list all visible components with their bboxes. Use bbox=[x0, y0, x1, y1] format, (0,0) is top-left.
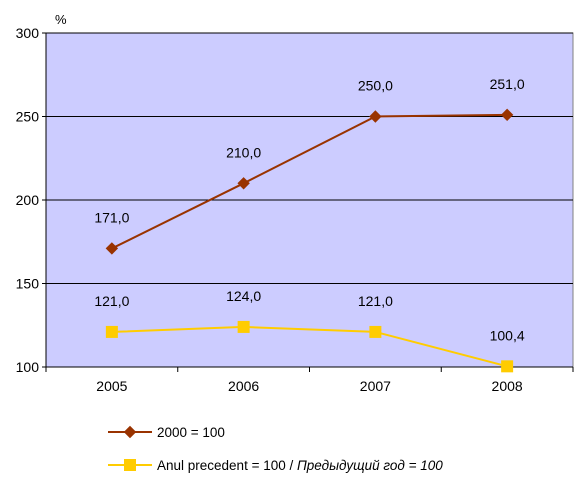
series-line bbox=[111, 325, 508, 368]
data-point bbox=[105, 242, 119, 255]
legend-marker bbox=[124, 459, 136, 471]
data-point bbox=[237, 177, 250, 190]
x-tick-label: 2008 bbox=[492, 378, 523, 394]
data-label: 121,0 bbox=[358, 293, 393, 309]
data-point bbox=[369, 325, 382, 338]
data-point bbox=[500, 108, 514, 122]
y-axis-label: % bbox=[55, 12, 67, 27]
data-label: 171,0 bbox=[94, 209, 129, 225]
data-point bbox=[369, 110, 382, 123]
series-line bbox=[111, 113, 508, 250]
y-tick-label: 300 bbox=[16, 25, 40, 41]
legend-label: 2000 = 100 bbox=[157, 425, 225, 440]
y-tick-label: 150 bbox=[16, 276, 40, 292]
data-label: 210,0 bbox=[226, 144, 261, 160]
data-label: 121,0 bbox=[94, 293, 129, 309]
y-tick-label: 100 bbox=[16, 359, 40, 375]
legend-label: Anul precedent = 100 / Предыдущий год = … bbox=[157, 458, 443, 473]
data-label: 124,0 bbox=[226, 288, 261, 304]
data-label: 250,0 bbox=[358, 78, 393, 94]
data-point bbox=[501, 360, 514, 373]
x-tick-label: 2005 bbox=[96, 378, 127, 394]
y-tick-label: 250 bbox=[16, 109, 40, 125]
legend-marker bbox=[123, 425, 137, 439]
data-label: 100,4 bbox=[490, 327, 525, 343]
data-label: 251,0 bbox=[490, 76, 525, 92]
x-tick-label: 2007 bbox=[360, 378, 391, 394]
x-tick-label: 2006 bbox=[228, 378, 259, 394]
y-tick-label: 200 bbox=[16, 192, 40, 208]
data-point bbox=[105, 325, 118, 338]
data-point bbox=[237, 320, 250, 333]
